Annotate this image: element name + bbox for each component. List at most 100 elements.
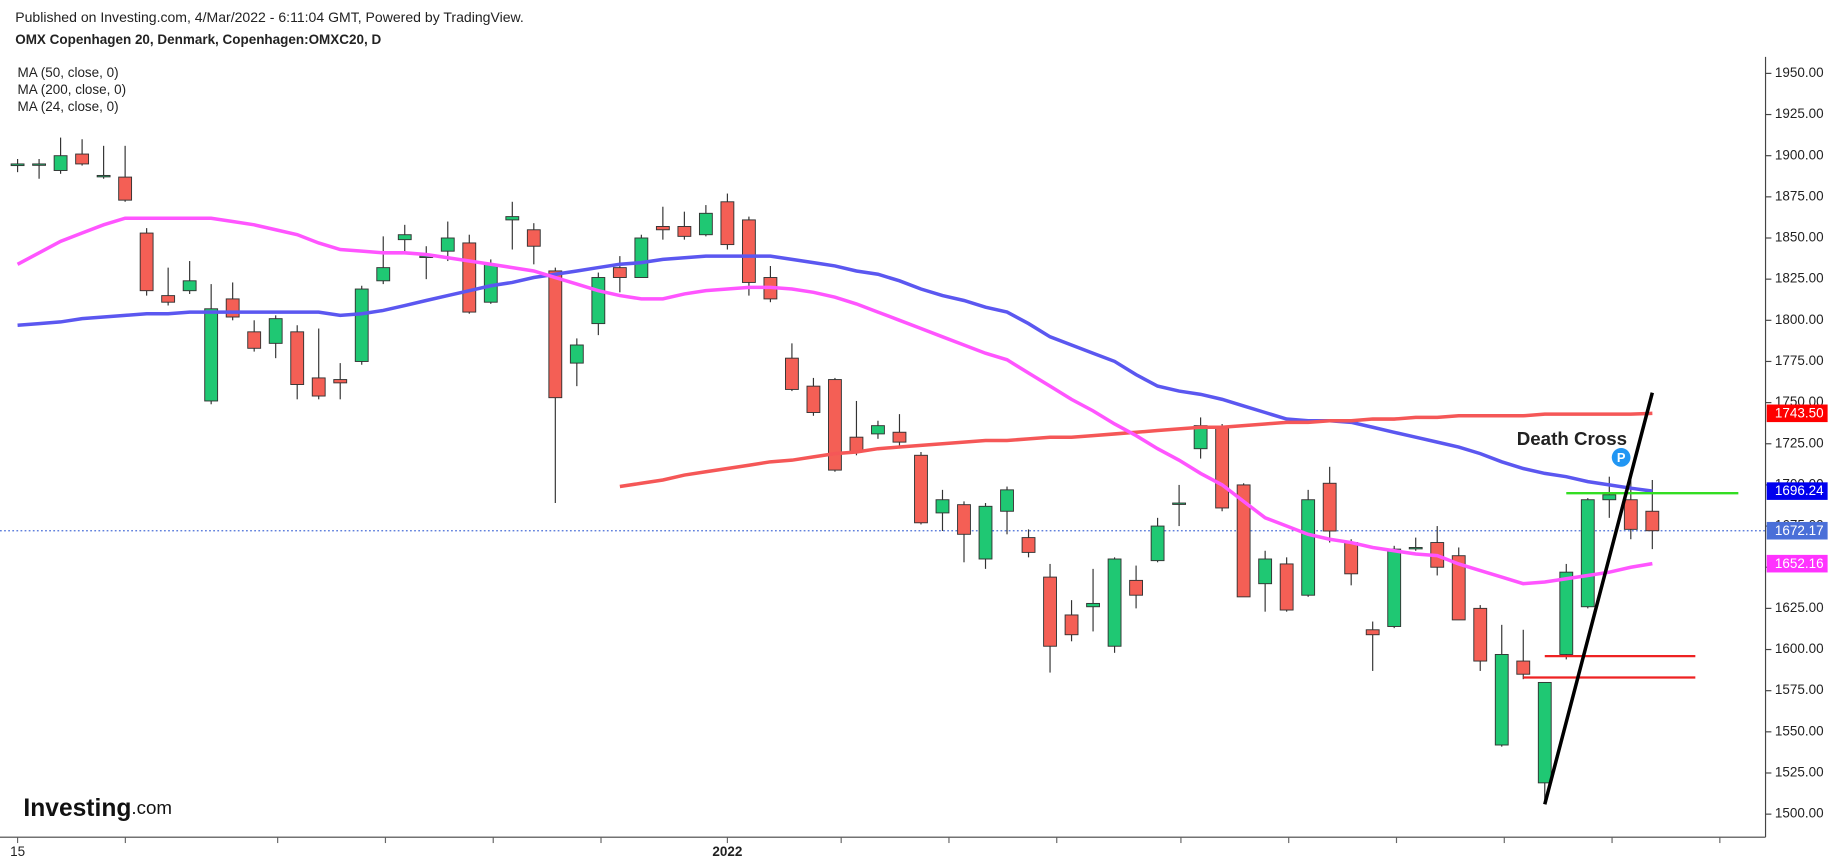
candle-body	[1064, 614, 1079, 636]
price-label: 1672.17	[1775, 523, 1824, 538]
candle-body	[118, 176, 133, 201]
logo-brand: Investing	[23, 795, 131, 822]
candle-body	[225, 298, 240, 318]
candle-body	[1236, 484, 1251, 598]
candle-body	[1172, 502, 1187, 505]
legend-entry: MA (200, close, 0)	[18, 82, 127, 97]
candle-body	[139, 232, 154, 292]
logo-suffix: .com	[131, 797, 172, 818]
y-tick-label: 1850.00	[1775, 230, 1824, 245]
candle-body	[828, 379, 842, 471]
candle-body	[634, 237, 649, 278]
x-tick-label: 2022	[712, 844, 742, 859]
candle-body	[247, 331, 262, 349]
candle-body	[957, 504, 971, 535]
candle-body	[1021, 537, 1036, 553]
candle-body	[698, 212, 713, 236]
candle-body	[914, 454, 928, 524]
annotation-text: Death Cross	[1517, 428, 1627, 449]
ma-line	[619, 411, 1653, 489]
candle-body	[1301, 499, 1316, 596]
candle-body	[806, 385, 821, 413]
candle-body	[1408, 547, 1423, 550]
candle-body	[53, 155, 68, 171]
candle-body	[182, 280, 197, 292]
price-label-box	[1766, 521, 1828, 540]
y-tick-label: 1500.00	[1775, 806, 1824, 821]
candle-body	[376, 267, 391, 282]
candle-body	[1559, 571, 1574, 655]
candle-body	[1602, 494, 1617, 501]
candle-body	[333, 379, 348, 384]
price-label: 1743.50	[1775, 405, 1824, 420]
annotation-marker	[1611, 448, 1631, 467]
candle-body	[1258, 558, 1273, 585]
y-tick-label: 1725.00	[1775, 435, 1824, 450]
logo: Investing.com	[23, 795, 172, 822]
candle-body	[75, 153, 90, 165]
candle-body	[720, 201, 735, 246]
price-label-box	[1766, 404, 1828, 423]
candle-body	[871, 425, 885, 435]
legend-entry: MA (24, close, 0)	[18, 99, 119, 114]
instrument-title: OMX Copenhagen 20, Denmark, Copenhagen:O…	[15, 32, 381, 47]
price-label-box	[1766, 482, 1828, 500]
candle-body	[161, 295, 176, 303]
ma-line	[17, 254, 1653, 493]
candle-body	[311, 377, 326, 397]
candle-body	[1365, 629, 1380, 636]
y-tick-label: 1575.00	[1775, 682, 1824, 697]
candle-body	[655, 226, 670, 231]
candle-body	[440, 237, 455, 252]
candle-body	[741, 219, 756, 283]
candle-body	[1279, 563, 1294, 611]
candle-body	[677, 226, 692, 237]
price-label-box	[1766, 554, 1828, 573]
candle-body	[1387, 548, 1402, 627]
candle-body	[1516, 660, 1531, 675]
candle-body	[1473, 607, 1488, 662]
legend-entry: MA (50, close, 0)	[18, 65, 119, 80]
x-tick-label: 15	[10, 844, 25, 859]
candle-body	[1322, 482, 1337, 532]
candle-body	[397, 234, 412, 241]
y-tick-label: 1775.00	[1775, 353, 1824, 368]
annotation-marker-label: P	[1617, 450, 1626, 465]
candle-body	[32, 163, 46, 166]
published-note: Published on Investing.com, 4/Mar/2022 -…	[15, 9, 524, 25]
candle-body	[1494, 653, 1509, 746]
candle-body	[548, 270, 563, 399]
price-label: 1696.24	[1775, 483, 1824, 498]
y-tick-label: 1525.00	[1775, 765, 1824, 780]
drawn-line	[1543, 392, 1655, 805]
x-minor-ticks	[124, 837, 1721, 844]
price-label: 1652.16	[1775, 556, 1824, 571]
candle-body	[1623, 499, 1638, 530]
candle-body	[1043, 576, 1057, 647]
candle-body	[268, 318, 283, 344]
y-tick-label: 1900.00	[1775, 147, 1824, 162]
y-tick-label: 1875.00	[1775, 188, 1824, 203]
candle-body	[1645, 510, 1660, 532]
candle-body	[1150, 525, 1165, 562]
candle-body	[354, 288, 369, 362]
candle-body	[1129, 579, 1143, 596]
candle-body	[96, 174, 111, 178]
candle-body	[462, 242, 477, 313]
candle-body	[892, 431, 907, 443]
candle-body	[1000, 489, 1014, 512]
y-tick-label: 1950.00	[1775, 65, 1824, 80]
candle-body	[1086, 602, 1100, 608]
candle-body	[978, 505, 993, 560]
candle-body	[569, 344, 584, 364]
candle-body	[1537, 681, 1552, 784]
y-tick-label: 1925.00	[1775, 106, 1824, 121]
candle-body	[10, 163, 25, 167]
candle-body	[290, 331, 305, 385]
y-tick-label: 1825.00	[1775, 271, 1824, 286]
candle-body	[612, 267, 627, 278]
candle-body	[526, 229, 541, 247]
